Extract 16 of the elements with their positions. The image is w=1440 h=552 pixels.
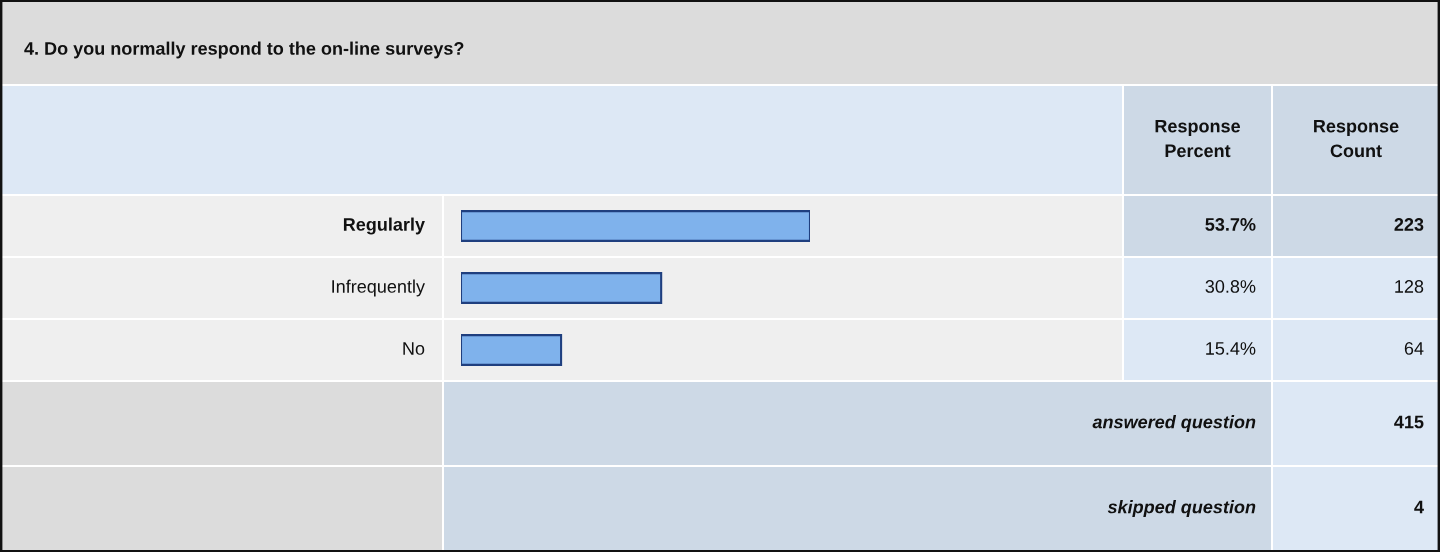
y-tick-label: No [403, 342, 425, 355]
data-label: 15.4% [1206, 342, 1256, 355]
data-label: 53.7% [1205, 218, 1256, 231]
text: Response Percent [1155, 119, 1241, 158]
text: 4 [1414, 500, 1424, 514]
text: Response Count [1314, 119, 1399, 158]
text: 128 [1395, 280, 1424, 293]
text: 223 [1394, 218, 1424, 231]
text: 64 [1404, 342, 1424, 355]
text: 415 [1394, 415, 1424, 429]
y-tick-label: Infrequently [332, 279, 425, 297]
text: skipped question [1107, 500, 1256, 517]
text: answered question [1092, 415, 1256, 432]
text: 4. Do you normally respond to the on-line surveys? [24, 41, 464, 59]
data-label: 30.8% [1205, 280, 1256, 293]
y-tick-label: Regularly [343, 217, 425, 235]
